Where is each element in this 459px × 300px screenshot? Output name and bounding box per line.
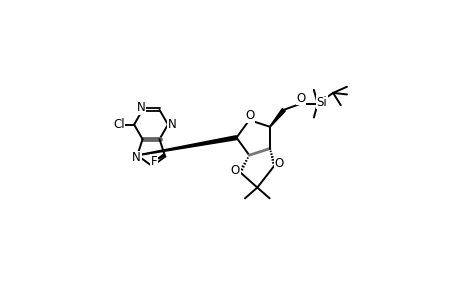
Text: N: N: [167, 118, 176, 131]
Text: N: N: [132, 151, 140, 164]
Text: N: N: [136, 101, 145, 114]
Text: F: F: [151, 155, 157, 168]
Text: O: O: [230, 164, 240, 177]
Polygon shape: [269, 109, 285, 127]
Text: O: O: [274, 158, 283, 170]
Text: O: O: [245, 109, 254, 122]
Polygon shape: [137, 136, 236, 156]
Text: Si: Si: [315, 96, 326, 109]
Text: O: O: [296, 92, 305, 105]
Text: Cl: Cl: [112, 118, 124, 131]
